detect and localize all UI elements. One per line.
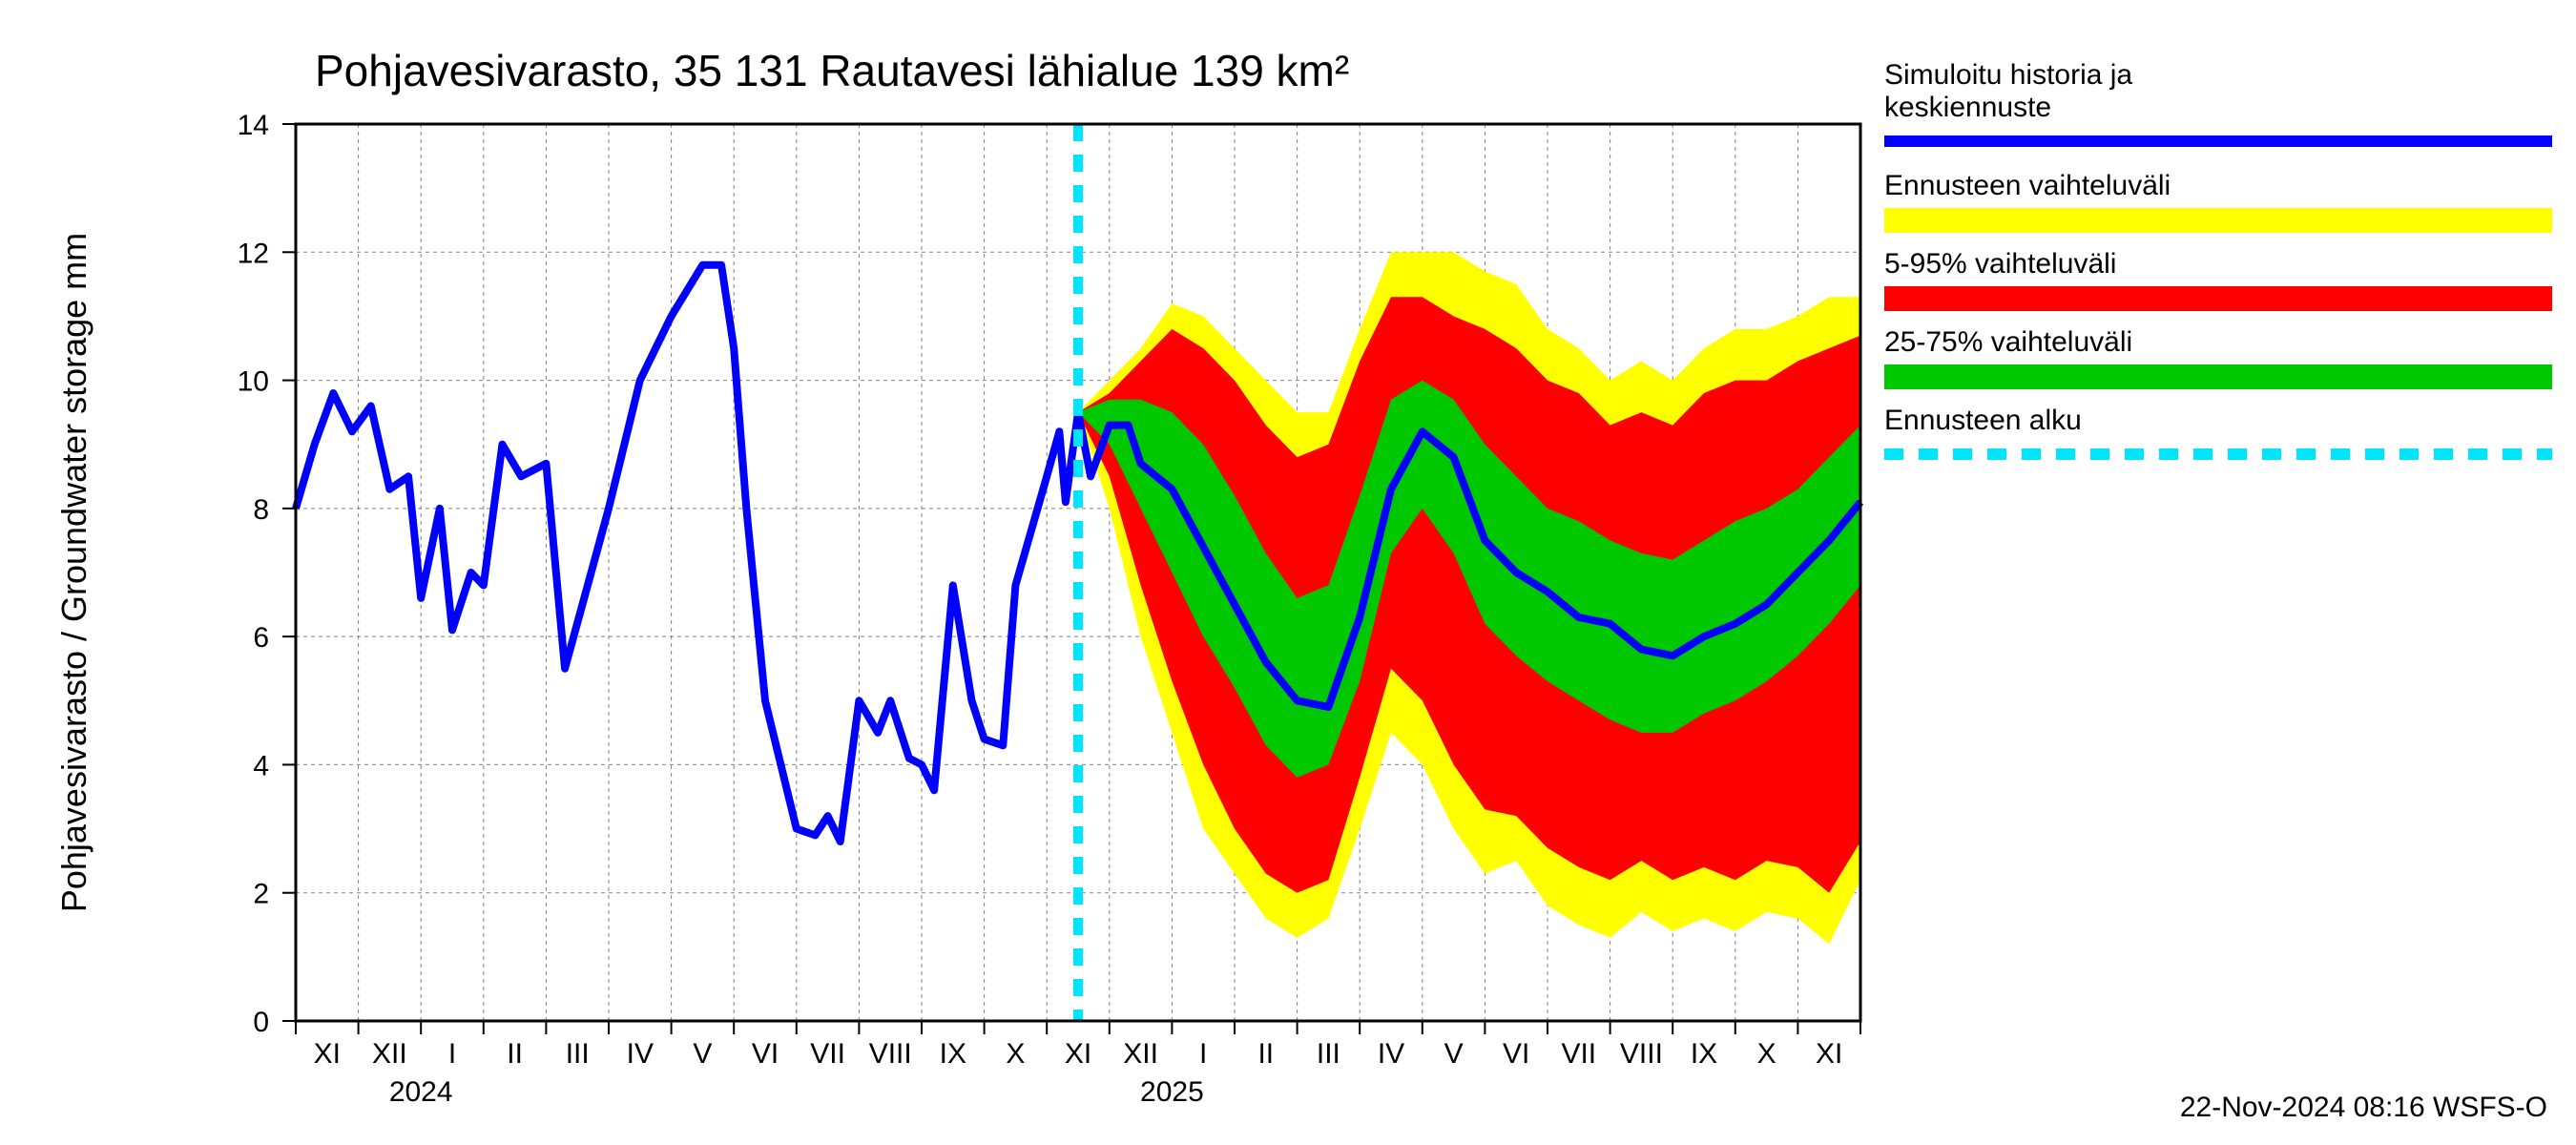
year-label-left: 2024: [389, 1076, 453, 1108]
legend-swatch: [1884, 208, 2552, 233]
legend-label: 5-95% vaihteluväli: [1884, 248, 2116, 280]
legend-label: 25-75% vaihteluväli: [1884, 326, 2132, 358]
year-label-right: 2025: [1140, 1076, 1204, 1108]
xtick-label: VII: [1561, 1038, 1596, 1070]
legend-swatch: [1884, 286, 2552, 311]
xtick-label: VIII: [869, 1038, 912, 1070]
xtick-label: IV: [627, 1038, 654, 1070]
legend-label: Ennusteen alku: [1884, 405, 2082, 436]
ytick-label: 14: [238, 110, 269, 141]
xtick-label: IV: [1378, 1038, 1404, 1070]
xtick-label: XI: [1065, 1038, 1091, 1070]
xtick-label: XI: [1816, 1038, 1842, 1070]
xtick-label: III: [1317, 1038, 1340, 1070]
xtick-label: IX: [1691, 1038, 1717, 1070]
xtick-label: VIII: [1620, 1038, 1663, 1070]
legend-label: Simuloitu historia ja: [1884, 59, 2132, 91]
xtick-label: I: [1199, 1038, 1207, 1070]
xtick-label: VII: [810, 1038, 845, 1070]
xtick-label: V: [693, 1038, 712, 1070]
xtick-label: II: [1257, 1038, 1274, 1070]
xtick-label: III: [566, 1038, 590, 1070]
ytick-label: 8: [253, 494, 269, 526]
ytick-label: 2: [253, 879, 269, 910]
xtick-label: VI: [752, 1038, 779, 1070]
xtick-label: VI: [1503, 1038, 1529, 1070]
chart-svg: 02468101214XIXIIIIIIIIIVVVIVIIVIIIIXXXIX…: [0, 0, 2576, 1145]
ytick-label: 6: [253, 622, 269, 654]
xtick-label: V: [1444, 1038, 1464, 1070]
legend-label: keskiennuste: [1884, 92, 2051, 123]
xtick-label: X: [1006, 1038, 1025, 1070]
xtick-label: XII: [1123, 1038, 1158, 1070]
legend-swatch: [1884, 364, 2552, 389]
xtick-label: X: [1757, 1038, 1776, 1070]
ytick-label: 10: [238, 366, 269, 398]
chart-container: 02468101214XIXIIIIIIIIIVVVIVIIVIIIIXXXIX…: [0, 0, 2576, 1145]
xtick-label: I: [448, 1038, 456, 1070]
chart-title: Pohjavesivarasto, 35 131 Rautavesi lähia…: [315, 46, 1349, 95]
ytick-label: 4: [253, 750, 269, 781]
xtick-label: IX: [940, 1038, 966, 1070]
y-axis-label: Pohjavesivarasto / Groundwater storage m…: [54, 233, 93, 912]
chart-footer: 22-Nov-2024 08:16 WSFS-O: [2180, 1092, 2547, 1123]
ytick-label: 0: [253, 1007, 269, 1038]
ytick-label: 12: [238, 238, 269, 269]
xtick-label: XII: [372, 1038, 407, 1070]
xtick-label: II: [507, 1038, 523, 1070]
xtick-label: XI: [314, 1038, 341, 1070]
legend-label: Ennusteen vaihteluväli: [1884, 170, 2171, 201]
